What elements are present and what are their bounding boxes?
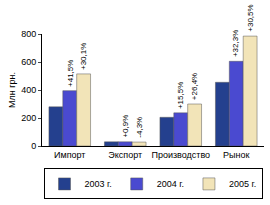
- svg-text:Импорт: Импорт: [54, 150, 85, 160]
- svg-text:+30,1%: +30,1%: [79, 43, 88, 70]
- svg-text:+0,9%: +0,9%: [121, 115, 130, 138]
- svg-text:0: 0: [31, 141, 36, 151]
- svg-text:200: 200: [21, 113, 36, 123]
- svg-text:+15,5%: +15,5%: [176, 82, 185, 109]
- svg-text:+30,5%: +30,5%: [246, 4, 255, 31]
- svg-text:2005 г.: 2005 г.: [229, 179, 256, 189]
- svg-text:Производство: Производство: [151, 150, 210, 160]
- svg-text:Рынок: Рынок: [223, 150, 249, 160]
- svg-text:2003 г.: 2003 г.: [85, 179, 112, 189]
- svg-text:+26,4%: +26,4%: [190, 73, 199, 100]
- svg-text:+41,5%: +41,5%: [66, 60, 75, 87]
- svg-text:Экспорт: Экспорт: [108, 150, 142, 160]
- svg-text:-4,3%: -4,3%: [135, 117, 144, 138]
- svg-text:2004 г.: 2004 г.: [157, 179, 184, 189]
- svg-text:Млн грн.: Млн грн.: [7, 72, 17, 108]
- svg-text:400: 400: [21, 85, 36, 95]
- svg-text:+32,3%: +32,3%: [231, 30, 240, 57]
- svg-text:800: 800: [21, 29, 36, 39]
- svg-text:600: 600: [21, 57, 36, 67]
